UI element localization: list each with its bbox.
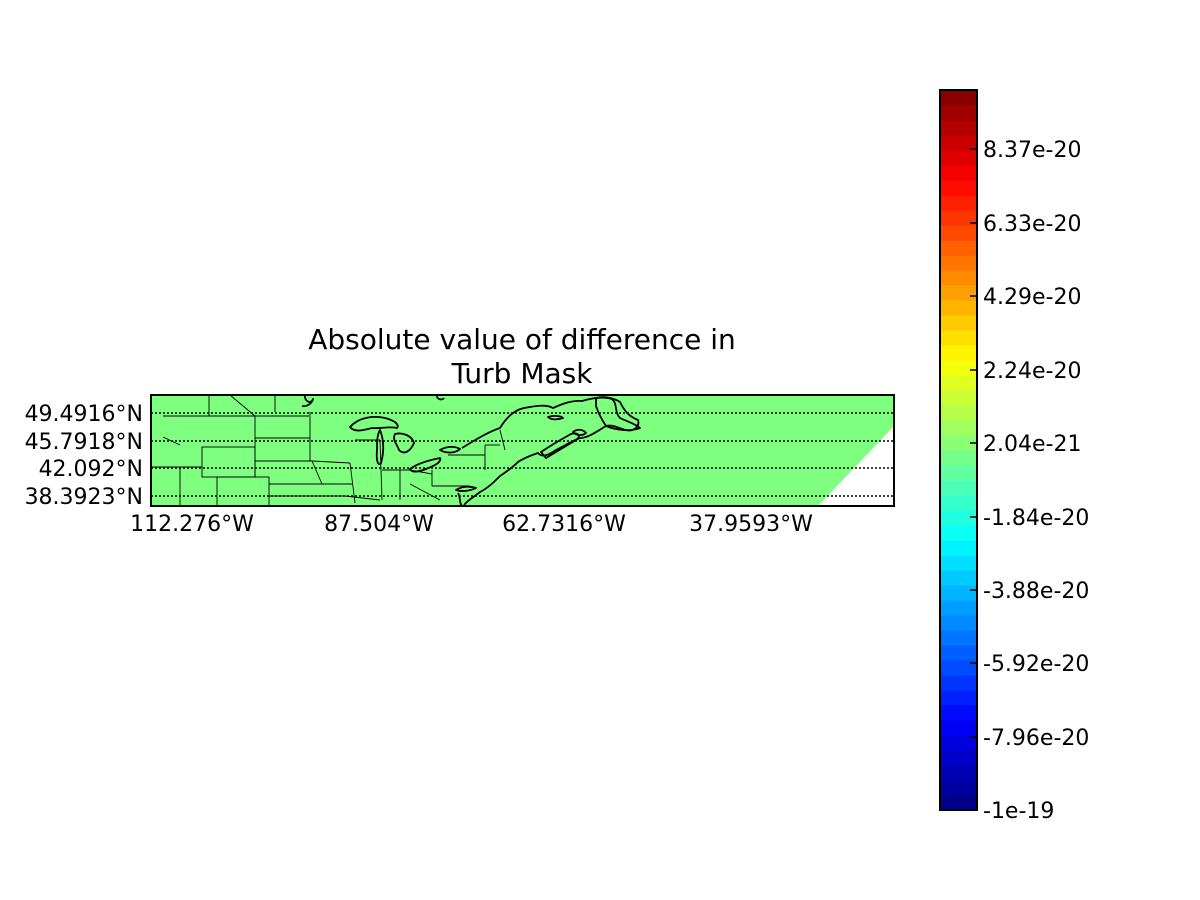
lon-label: 112.276°W (130, 512, 254, 537)
colorbar-band (940, 90, 977, 106)
colorbar-band (940, 570, 977, 586)
lat-label: 42.092°N (39, 457, 143, 482)
colorbar-band (940, 330, 977, 346)
colorbar-band (940, 645, 977, 661)
colorbar-band (940, 585, 977, 601)
colorbar-band (940, 780, 977, 796)
colorbar-tick-label: 4.29e-20 (983, 285, 1081, 310)
colorbar-band (940, 300, 977, 316)
colorbar-frame (939, 89, 978, 811)
long-island (455, 485, 477, 492)
lon-label: 37.9593°W (689, 512, 813, 537)
newfoundland (595, 396, 640, 432)
lon-labels: 112.276°W 87.504°W 62.7316°W 37.9593°W (130, 512, 813, 537)
colorbar-band (940, 765, 977, 781)
colorbar-tick-label: 2.24e-20 (983, 359, 1081, 384)
lat-label: 45.7918°N (25, 430, 143, 455)
colorbar-band (940, 360, 977, 376)
colorbar-band (940, 270, 977, 286)
colorbar-band (940, 240, 977, 256)
colorbar-band (940, 180, 977, 196)
colorbar-band (940, 195, 977, 211)
lake-superior (349, 415, 399, 432)
colorbar-tick-label: 6.33e-20 (983, 212, 1081, 237)
colorbar-band (940, 450, 977, 466)
colorbar-band (940, 225, 977, 241)
colorbar-band (940, 420, 977, 436)
james-bay-shore (301, 395, 314, 408)
colorbar-band (940, 510, 977, 526)
colorbar-band (940, 525, 977, 541)
lat-label: 38.3923°N (25, 485, 143, 510)
colorbar-band (940, 315, 977, 331)
lat-labels: 49.4916°N 45.7918°N 42.092°N 38.3923°N (25, 402, 143, 510)
colorbar-band (940, 345, 977, 361)
colorbar-band (940, 675, 977, 691)
lake-ontario (439, 445, 461, 454)
lon-label: 62.7316°W (502, 512, 626, 537)
colorbar-band (940, 210, 977, 226)
colorbar-tick-labels: 8.37e-20 6.33e-20 4.29e-20 2.24e-20 2.04… (983, 138, 1089, 824)
lake-erie (409, 457, 442, 473)
colorbar-tick-label: -1e-19 (983, 799, 1054, 824)
colorbar-band (940, 720, 977, 736)
colorbar-band (940, 600, 977, 616)
colorbar: 8.37e-20 6.33e-20 4.29e-20 2.24e-20 2.04… (939, 89, 1089, 824)
lake-michigan (375, 429, 385, 465)
lat-label: 49.4916°N (25, 402, 143, 427)
colorbar-band (940, 615, 977, 631)
colorbar-band (940, 555, 977, 571)
colorbar-tick-label: -5.92e-20 (983, 652, 1089, 677)
colorbar-gradient (940, 90, 977, 811)
colorbar-band (940, 135, 977, 151)
coastlines (301, 395, 641, 506)
map-panel (150, 394, 895, 507)
chart-title-line-2: Turb Mask (451, 357, 594, 390)
data-field (151, 395, 894, 506)
map-frame (150, 394, 895, 507)
colorbar-ticks (970, 148, 977, 811)
colorbar-band (940, 105, 977, 121)
colorbar-band (940, 120, 977, 136)
colorbar-band (940, 465, 977, 481)
colorbar-band (940, 495, 977, 511)
colorbar-band (940, 375, 977, 391)
colorbar-band (940, 660, 977, 676)
anticosti (547, 415, 564, 421)
colorbar-band (940, 150, 977, 166)
colorbar-band (940, 285, 977, 301)
state-boundaries (151, 395, 506, 506)
colorbar-band (940, 705, 977, 721)
colorbar-tick-label: 8.37e-20 (983, 138, 1081, 163)
colorbar-band (940, 795, 977, 811)
colorbar-band (940, 735, 977, 751)
colorbar-band (940, 390, 977, 406)
colorbar-band (940, 750, 977, 766)
colorbar-band (940, 480, 977, 496)
colorbar-band (940, 405, 977, 421)
colorbar-band (940, 255, 977, 271)
colorbar-tick-label: -7.96e-20 (983, 726, 1089, 751)
chart-title-line-1: Absolute value of difference in (308, 323, 736, 356)
colorbar-band (940, 435, 977, 451)
colorbar-band (940, 165, 977, 181)
colorbar-band (940, 690, 977, 706)
lake-huron (393, 432, 415, 454)
colorbar-band (940, 540, 977, 556)
colorbar-tick-label: 2.04e-21 (983, 432, 1081, 457)
cape-breton (572, 428, 587, 437)
colorbar-tick-label: -3.88e-20 (983, 579, 1089, 604)
colorbar-band (940, 630, 977, 646)
lon-label: 87.504°W (324, 512, 434, 537)
colorbar-tick-label: -1.84e-20 (983, 506, 1089, 531)
